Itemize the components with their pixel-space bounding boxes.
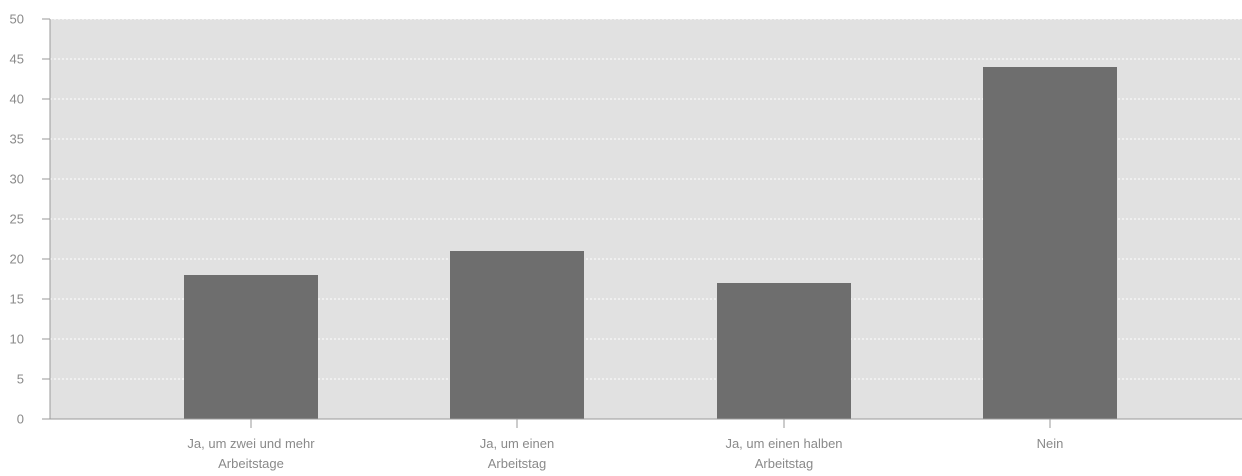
y-tick-label: 40: [10, 92, 24, 107]
bars: [184, 67, 1117, 419]
x-tick-label: Ja, um einen: [480, 436, 554, 451]
x-tick-label: Ja, um einen halben: [725, 436, 842, 451]
bar-0: [184, 275, 318, 419]
x-tick-labels: Ja, um zwei und mehr Arbeitstage Ja, um ei…: [187, 436, 1063, 471]
y-tick-label: 45: [10, 52, 24, 67]
y-tick-label: 20: [10, 252, 24, 267]
bar-1: [450, 251, 584, 419]
y-tick-label: 25: [10, 212, 24, 227]
y-tick-label: 15: [10, 292, 24, 307]
bar-2: [717, 283, 851, 419]
y-tick-label: 50: [10, 12, 24, 27]
y-tick-label: 5: [17, 372, 24, 387]
x-tick-label: Ja, um zwei und mehr: [187, 436, 315, 451]
x-tick-label: Arbeitstag: [488, 456, 547, 471]
y-tick-label: 0: [17, 412, 24, 427]
y-tick-label: 10: [10, 332, 24, 347]
x-tick-label: Nein: [1037, 436, 1064, 451]
x-tick-label: Arbeitstage: [218, 456, 284, 471]
x-tick-label: Arbeitstag: [755, 456, 814, 471]
axes: [42, 18, 1242, 428]
bar-3: [983, 67, 1117, 419]
y-tick-label: 35: [10, 132, 24, 147]
y-tick-labels: 0 5 10 15 20 25 30 35 40 45 50: [10, 12, 24, 427]
y-tick-label: 30: [10, 172, 24, 187]
